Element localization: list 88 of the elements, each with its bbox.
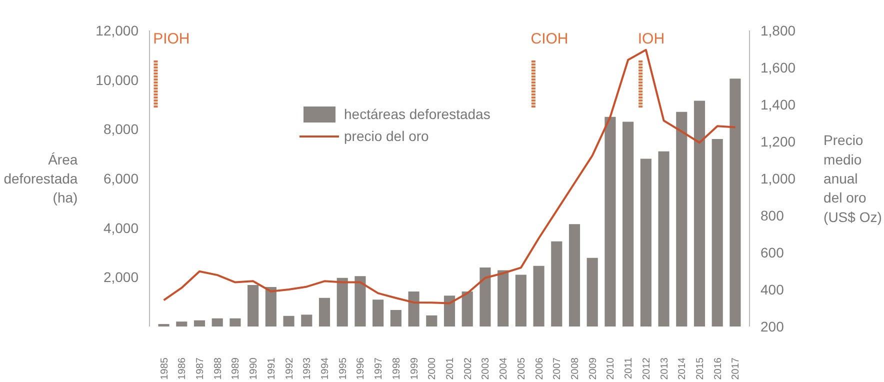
bar (426, 315, 438, 326)
y-tick-label: 4,000 (103, 220, 139, 236)
bar (676, 112, 688, 326)
x-tick-label: 1994 (320, 357, 331, 380)
y-tick-label: 10,000 (96, 72, 139, 88)
bar (176, 322, 188, 326)
x-tick-label: 1985 (159, 357, 170, 380)
x-tick-label: 1991 (266, 357, 278, 380)
bar (640, 158, 652, 326)
x-tick-label: 1997 (374, 357, 385, 380)
bar (318, 298, 330, 326)
x-tick-label: 1988 (212, 357, 224, 380)
y2-tick-label: 1,200 (760, 134, 796, 150)
bar (462, 291, 473, 326)
x-tick-label: 1999 (409, 357, 420, 380)
legend-label: hectáreas deforestadas (344, 106, 490, 122)
bar (694, 100, 706, 326)
line-series (162, 48, 736, 304)
x-tick-label: 2009 (588, 357, 599, 380)
bar (354, 276, 366, 326)
x-tick-label: 1990 (248, 357, 260, 380)
bar (622, 122, 634, 326)
y-tick-label: 2,000 (103, 269, 139, 286)
bar (658, 151, 670, 326)
ref-line-label: PIOH (153, 30, 190, 48)
y2-tick-label: 1,800 (760, 22, 796, 38)
x-tick-label: 2005 (516, 357, 528, 380)
bar (551, 241, 562, 326)
x-tick-label: 1992 (284, 357, 296, 380)
x-tick-label: 2011 (624, 357, 635, 380)
y-tick-label: 8,000 (103, 121, 139, 138)
bar (604, 116, 616, 326)
x-tick-label: 2001 (445, 357, 456, 380)
bar (498, 270, 509, 326)
y2-tick-label: 1,600 (760, 60, 796, 76)
x-tick-label: 2004 (498, 357, 510, 380)
bar (265, 287, 276, 326)
x-tick-label: 1996 (356, 357, 367, 380)
bar (515, 274, 526, 326)
y-axis-title: Área deforestada (ha) (4, 151, 78, 206)
bar (444, 296, 456, 326)
x-tick-label: 1995 (338, 357, 349, 380)
x-tick-label: 2003 (480, 357, 492, 380)
y2-tick-label: 200 (760, 318, 784, 334)
y2-tick-label: 400 (760, 282, 784, 298)
bar (301, 314, 312, 326)
y2-tick-label: 1,000 (760, 170, 796, 186)
x-tick-label: 2000 (427, 357, 438, 380)
x-tick-label: 2012 (641, 357, 652, 380)
x-tick-label: 2008 (570, 357, 581, 380)
bar (283, 316, 294, 326)
x-tick-label: 2007 (552, 357, 564, 380)
bar (390, 310, 402, 326)
bar (230, 318, 241, 326)
bar (194, 320, 206, 326)
bar (336, 278, 348, 326)
x-tick-label: 1993 (302, 357, 314, 380)
x-tick-label: 1998 (391, 357, 402, 380)
ref-line-label: IOH (638, 30, 665, 48)
legend-label: precio del oro (344, 128, 429, 144)
x-tick-label: 1987 (195, 357, 206, 380)
x-tick-label: 2006 (534, 357, 546, 380)
x-tick-label: 1989 (230, 357, 242, 380)
y-tick-label: 12,000 (96, 22, 139, 38)
y2-tick-label: 800 (760, 208, 784, 224)
bar (408, 291, 420, 326)
y-tick-label: 6,000 (103, 170, 139, 186)
bar (712, 139, 723, 326)
x-tick-label: 2013 (659, 357, 670, 380)
x-tick-label: 2014 (677, 357, 688, 380)
bar (372, 300, 384, 326)
ref-line-label: CIOH (530, 30, 568, 48)
y2-axis-title: Precio medio anual del oro (US$ Oz) (824, 132, 882, 225)
bar (586, 258, 598, 326)
y2-tick-label: 600 (760, 244, 784, 260)
bar (568, 224, 580, 326)
bar (480, 268, 491, 326)
bar (248, 285, 259, 326)
x-tick-label: 2016 (712, 357, 724, 380)
y2-tick-label: 1,400 (760, 96, 796, 112)
x-tick-label: 2002 (462, 357, 474, 380)
bar (533, 266, 544, 326)
bar (212, 318, 223, 326)
x-tick-label: 2010 (606, 357, 617, 380)
x-tick-label: 2017 (730, 357, 742, 380)
bar (730, 78, 741, 326)
x-tick-label: 1986 (177, 357, 188, 380)
x-tick-label: 2015 (695, 357, 706, 380)
